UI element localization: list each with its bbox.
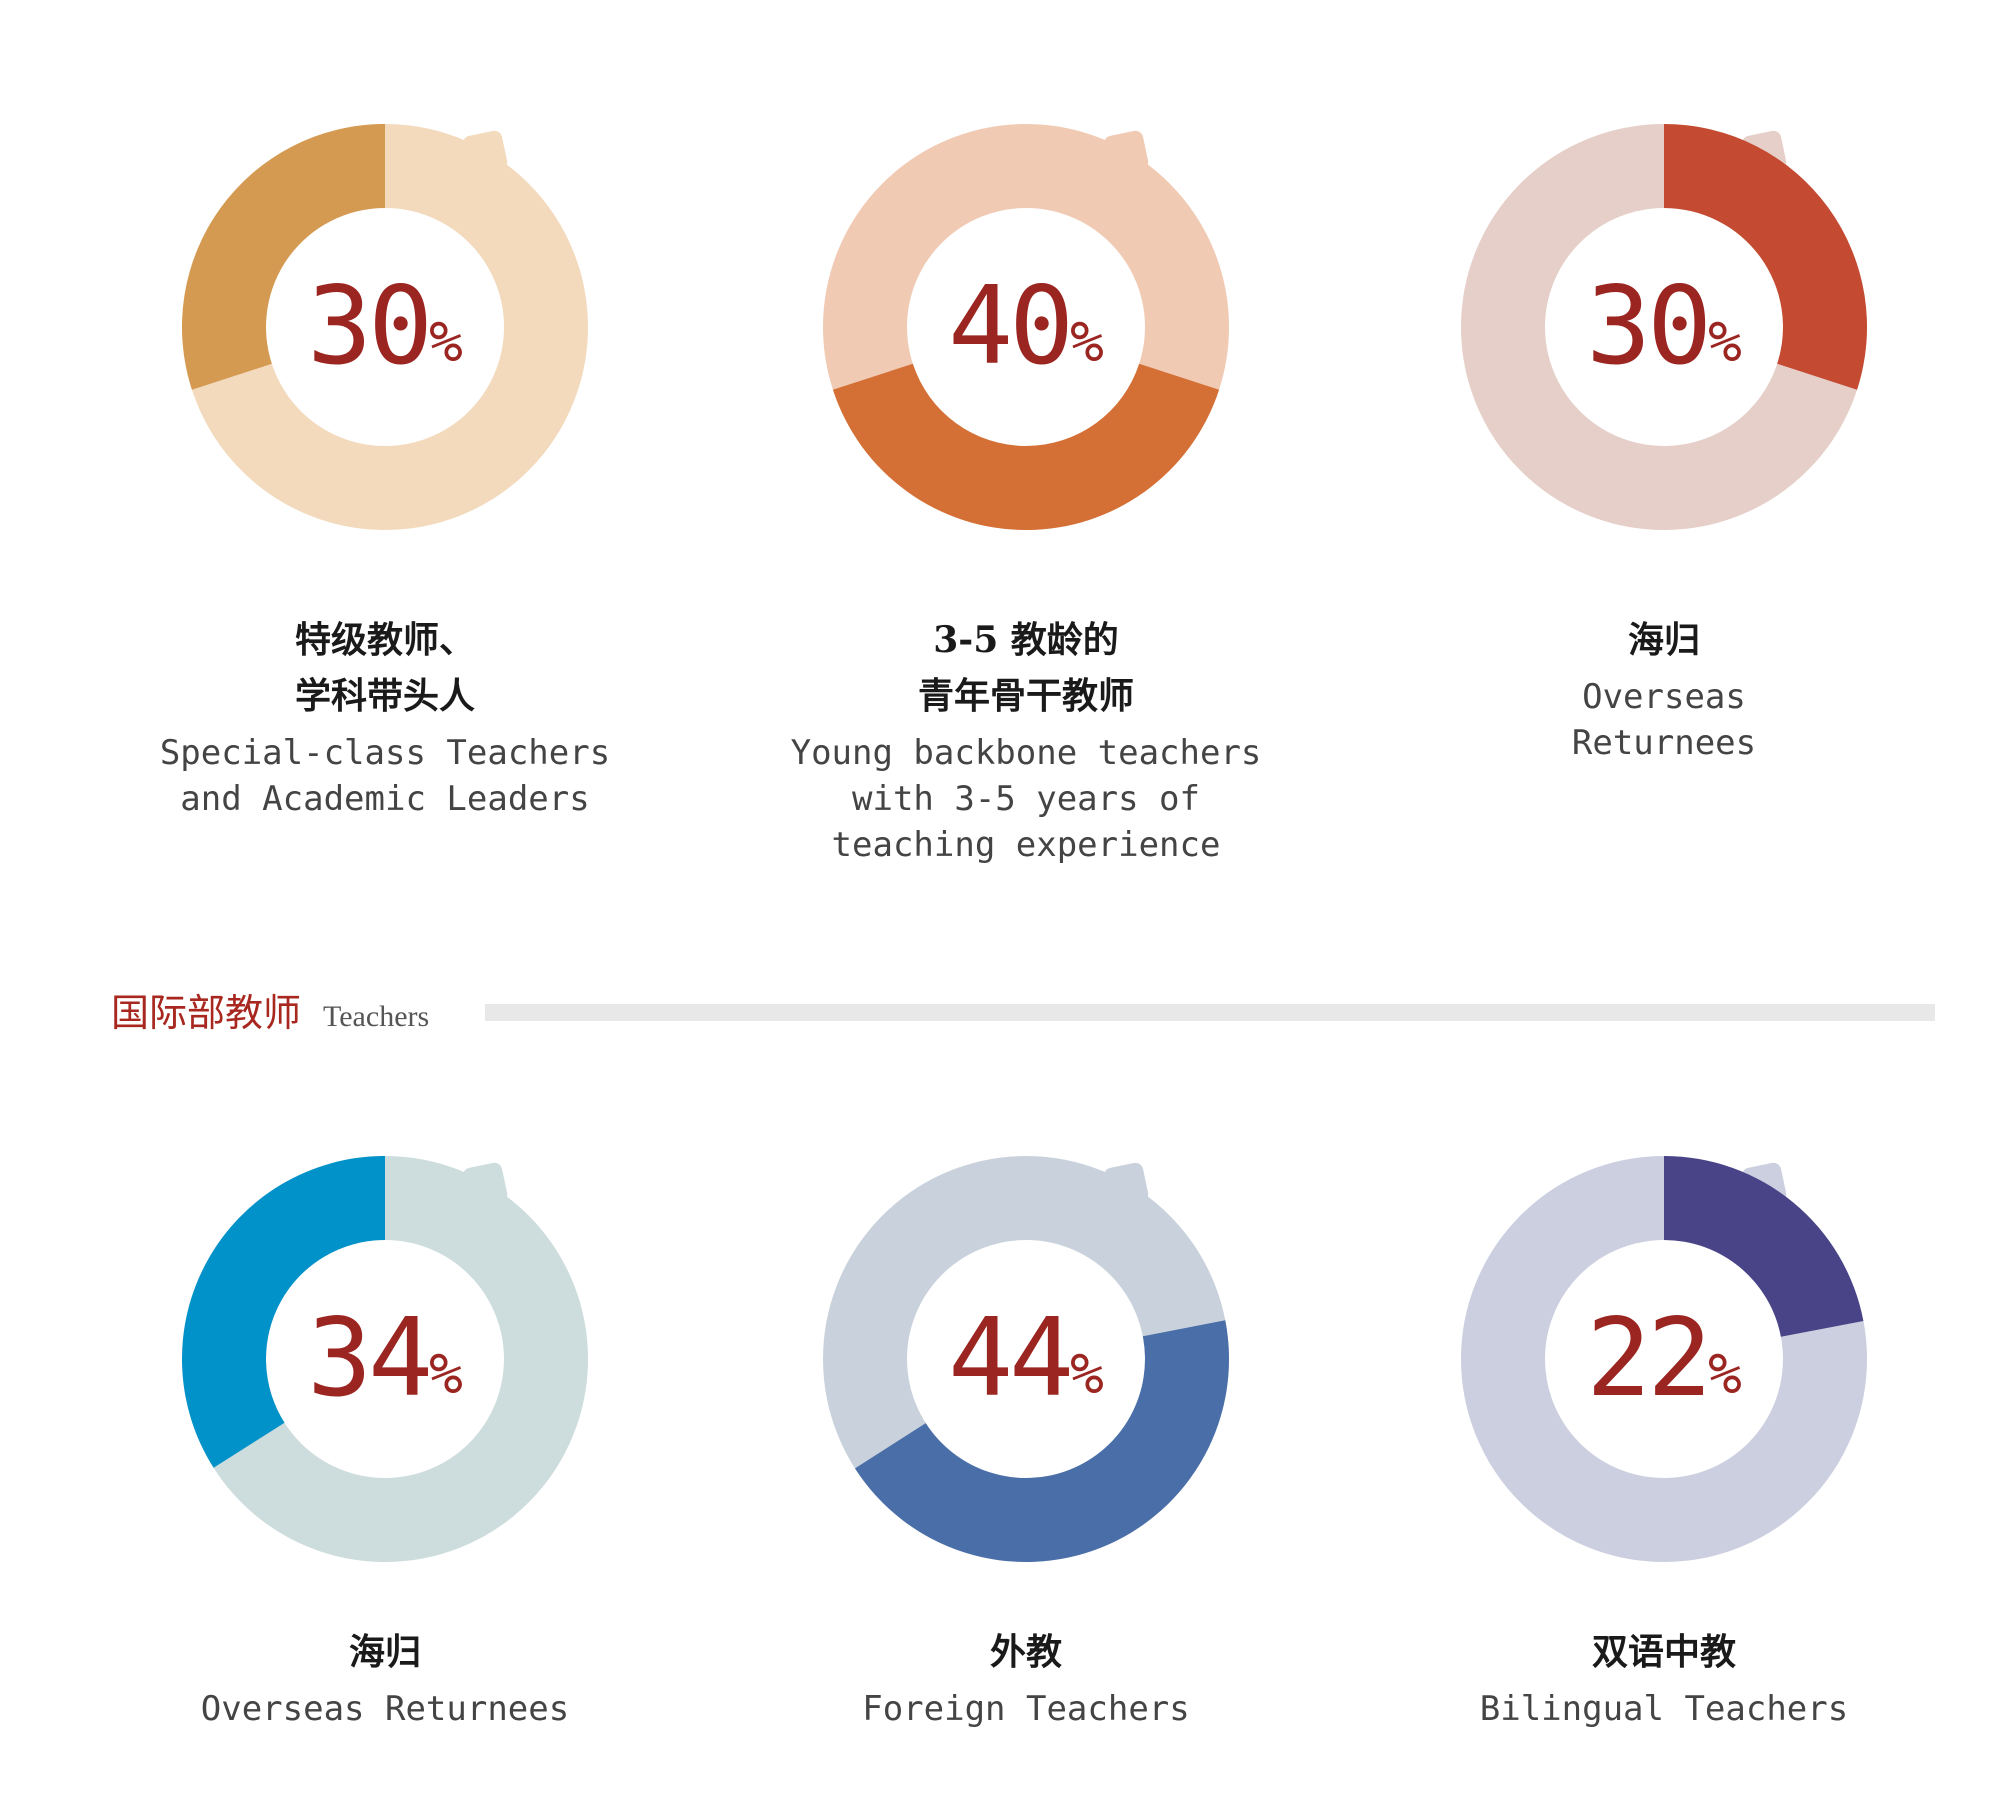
label-zh: 外教	[989, 1631, 1062, 1673]
label-zh: 3-5 教龄的	[933, 619, 1119, 661]
label-zh: 双语中教	[1591, 1631, 1736, 1673]
label-zh: 青年骨干教师	[917, 675, 1134, 717]
percent-value: 44%	[806, 1139, 1246, 1579]
percent-symbol: %	[429, 1341, 463, 1407]
donut-label: 3-5 教龄的 青年骨干教师 Young backbone teachers wit…	[746, 612, 1306, 868]
donut-segment	[854, 1320, 1229, 1562]
donut-label: 海归 Overseas Returnees	[105, 1624, 665, 1732]
percent-number: 34	[307, 1296, 433, 1421]
label-en: Overseas Returnees	[200, 1689, 570, 1729]
donut-tab	[462, 130, 508, 176]
percent-symbol: %	[1708, 309, 1742, 375]
donut-chart: 30%	[1444, 107, 1884, 547]
donut-chart: 40%	[806, 107, 1246, 547]
donut-label: 海归 Overseas Returnees	[1384, 612, 1944, 766]
percent-symbol: %	[429, 309, 463, 375]
section-divider	[485, 1004, 1935, 1021]
label-zh: 学科带头人	[294, 675, 475, 717]
label-en: Foreign Teachers	[862, 1689, 1190, 1729]
percent-number: 40	[948, 264, 1074, 389]
donut-chart: 34%	[165, 1139, 605, 1579]
label-zh: 海归	[1627, 619, 1700, 661]
label-en: Special-class Teachers and Academic Lead…	[159, 733, 611, 819]
percent-value: 40%	[806, 107, 1246, 547]
donut-label: 特级教师、学科带头人 Special-class Teachers and Aca…	[105, 612, 665, 822]
label-zh: 海归	[348, 1631, 421, 1673]
label-en: Bilingual Teachers	[1479, 1689, 1849, 1729]
percent-symbol: %	[1070, 1341, 1104, 1407]
percent-value: 30%	[165, 107, 605, 547]
donut-label: 外教 Foreign Teachers	[746, 1624, 1306, 1732]
percent-number: 30	[307, 264, 433, 389]
donut-segment	[182, 1156, 385, 1468]
section-title-zh: 国际部教师	[111, 991, 302, 1035]
label-en: Overseas Returnees	[1571, 677, 1757, 763]
percent-symbol: %	[1708, 1341, 1742, 1407]
label-en: Young backbone teachers with 3-5 years o…	[790, 733, 1262, 865]
donut-segment	[181, 124, 385, 390]
percent-symbol: %	[1070, 309, 1104, 375]
percent-number: 22	[1586, 1296, 1712, 1421]
percent-value: 22%	[1444, 1139, 1884, 1579]
section-title-en: Teachers	[323, 1000, 430, 1033]
percent-number: 30	[1586, 264, 1712, 389]
donut-label: 双语中教 Bilingual Teachers	[1384, 1624, 1944, 1732]
donut-segment	[832, 363, 1220, 530]
donut-tab	[462, 1162, 508, 1208]
donut-chart: 44%	[806, 1139, 1246, 1579]
donut-segment	[1664, 124, 1867, 390]
section-header-international: 国际部教师 Teachers	[111, 982, 429, 1037]
donut-segment	[1664, 1156, 1864, 1337]
donut-chart: 22%	[1444, 1139, 1884, 1579]
donut-chart: 30%	[165, 107, 605, 547]
percent-number: 44	[948, 1296, 1074, 1421]
percent-value: 30%	[1444, 107, 1884, 547]
percent-value: 34%	[165, 1139, 605, 1579]
label-zh: 特级教师、	[294, 619, 475, 661]
donut-tab	[1103, 1162, 1149, 1208]
donut-tab	[1103, 130, 1149, 176]
